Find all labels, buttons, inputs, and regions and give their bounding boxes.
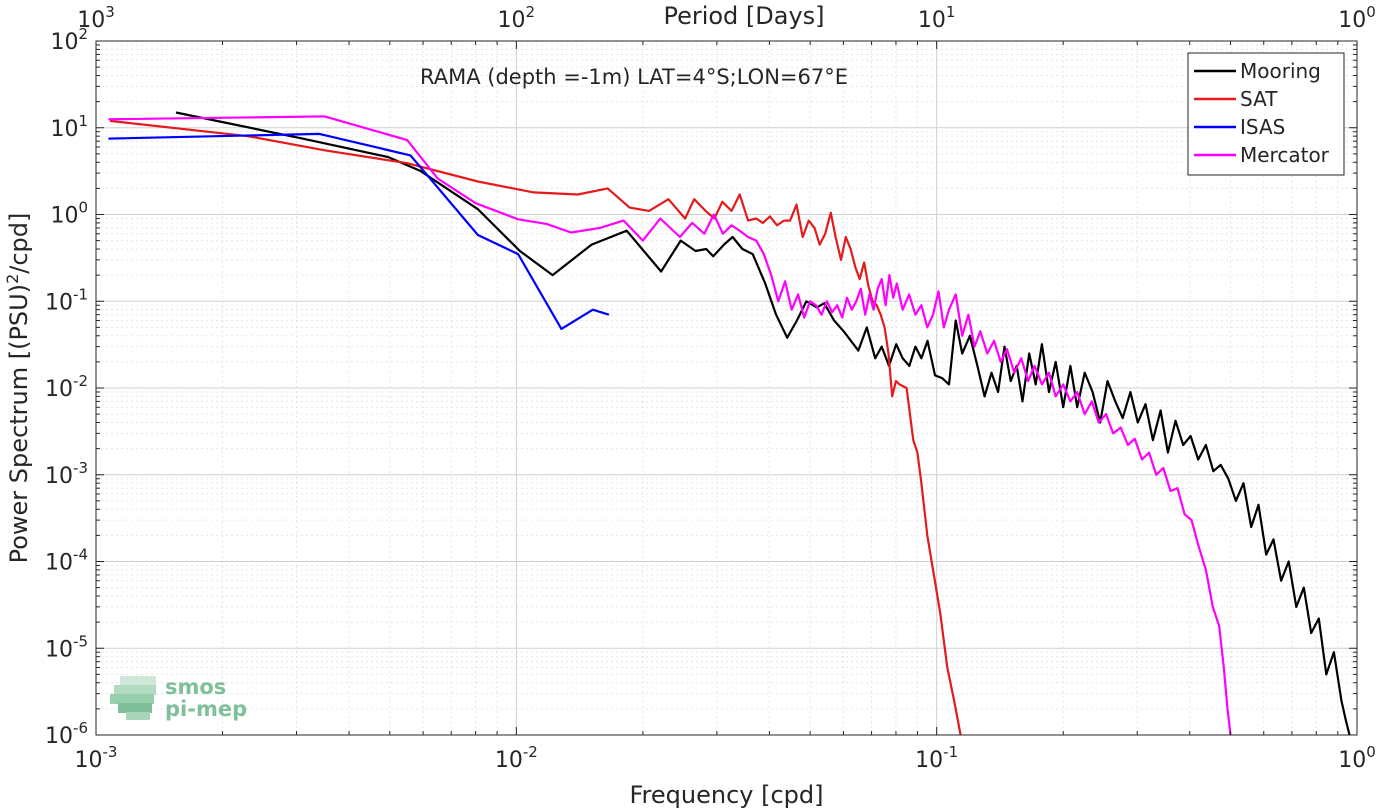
y-tick-label: 101 [50, 112, 88, 142]
top-axis-title: Period [Days] [663, 2, 824, 30]
top-tick-label-exponent: 0 [1366, 3, 1376, 21]
y-tick-label: 10-5 [45, 632, 88, 662]
x-tick-label-base: 10 [915, 748, 943, 773]
x-tick-label-base: 10 [495, 748, 523, 773]
legend-label-sat: SAT [1240, 87, 1278, 111]
y-tick-label-base: 10 [45, 637, 73, 662]
plot-area [95, 40, 1358, 736]
x-axis-title: Frequency [cpd] [629, 781, 823, 809]
x-tick-label-base: 10 [75, 748, 103, 773]
x-tick-label-exponent: -3 [103, 743, 118, 761]
top-tick-label-exponent: 1 [946, 3, 956, 21]
x-tick-label-exponent: -1 [943, 743, 958, 761]
top-tick-label-exponent: 3 [105, 3, 115, 21]
top-tick-label: 100 [1338, 3, 1376, 33]
series-line-mooring [175, 111, 1351, 736]
top-tick-label-base: 10 [1338, 8, 1366, 33]
top-tick-label-base: 10 [77, 8, 105, 33]
y-tick-label: 100 [50, 199, 88, 229]
smos-pi-mep-logo: smos pi-mep [110, 675, 247, 721]
legend: Mooring SAT ISAS Mercator [1187, 52, 1345, 176]
y-tick-label-base: 10 [50, 204, 78, 229]
x-tick-label: 10-1 [915, 743, 958, 773]
logo-text-pimep: pi-mep [165, 697, 247, 721]
top-tick-label-exponent: 2 [526, 3, 536, 21]
y-tick-label: 102 [50, 25, 88, 55]
top-tick-label-base: 10 [498, 8, 526, 33]
x-tick-label-exponent: 0 [1366, 743, 1376, 761]
series-line-sat [109, 119, 962, 736]
y-tick-label-exponent: 0 [78, 199, 88, 217]
top-tick-label: 101 [918, 3, 956, 33]
y-tick-label-exponent: 2 [78, 25, 88, 43]
y-tick-label-exponent: -3 [73, 459, 88, 477]
y-axis-title-superscript: 2 [3, 274, 22, 284]
y-tick-label: 10-2 [45, 372, 88, 402]
tick-marks [95, 40, 1358, 736]
x-tick-label-base: 10 [1338, 748, 1366, 773]
top-tick-label-base: 10 [918, 8, 946, 33]
legend-label-mooring: Mooring [1240, 59, 1321, 83]
y-tick-label-exponent: -4 [73, 546, 88, 564]
y-axis-title: Power Spectrum [(PSU)2/cpd] [3, 213, 33, 564]
logo-text-smos: smos [165, 675, 226, 699]
major-grid [96, 41, 1357, 735]
legend-label-mercator: Mercator [1240, 143, 1330, 167]
y-tick-label-exponent: -2 [73, 372, 88, 390]
y-tick-label-base: 10 [45, 377, 73, 402]
y-tick-label-exponent: -5 [73, 632, 88, 650]
top-tick-label: 103 [77, 3, 115, 33]
y-tick-label: 10-6 [45, 719, 88, 749]
top-tick-label: 102 [498, 3, 536, 33]
y-tick-label-base: 10 [45, 551, 73, 576]
y-tick-label-base: 10 [45, 464, 73, 489]
y-tick-label-base: 10 [45, 290, 73, 315]
x-tick-label: 100 [1338, 743, 1376, 773]
y-tick-label-base: 10 [50, 30, 78, 55]
series-line-isas [108, 132, 610, 330]
x-tick-label-exponent: -2 [523, 743, 538, 761]
x-tick-label: 10-2 [495, 743, 538, 773]
y-tick-label: 10-3 [45, 459, 88, 489]
legend-label-isas: ISAS [1240, 115, 1285, 139]
y-axis-title-end: /cpd] [5, 213, 33, 274]
x-tick-label: 10-3 [75, 743, 118, 773]
y-tick-label-exponent: -6 [73, 719, 88, 737]
y-tick-label-base: 10 [45, 724, 73, 749]
station-annotation: RAMA (depth =-1m) LAT=4°S;LON=67°E [420, 65, 848, 89]
logo-map-icon [110, 676, 156, 720]
series-layer [108, 111, 1351, 736]
y-tick-label: 10-4 [45, 546, 88, 576]
y-tick-label-exponent: 1 [78, 112, 88, 130]
y-tick-label-base: 10 [50, 117, 78, 142]
series-line-mercator [108, 115, 1232, 736]
y-tick-label: 10-1 [45, 285, 88, 315]
y-tick-label-exponent: -1 [73, 285, 88, 303]
y-axis-title-main: Power Spectrum [(PSU) [5, 284, 33, 563]
